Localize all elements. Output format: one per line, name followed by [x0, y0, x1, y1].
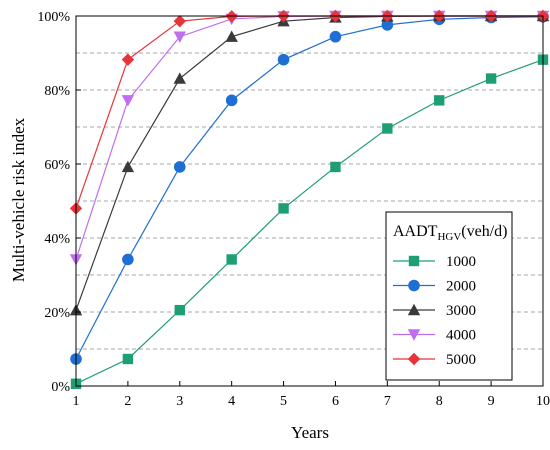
y-tick-label: 20% [44, 306, 70, 321]
x-tick-label: 6 [332, 394, 339, 409]
y-tick-label: 40% [44, 232, 70, 247]
legend-marker [408, 255, 420, 267]
y-axis-title: Multi-vehicle risk index [9, 117, 28, 282]
data-point [225, 30, 238, 42]
x-tick-label: 7 [384, 394, 391, 409]
data-point [173, 14, 186, 28]
data-point [173, 31, 186, 43]
y-tick-label: 60% [44, 158, 70, 173]
axes: 0% 20% 40% 60% 80% 100% 1 2 3 4 5 6 7 8 9 10 [37, 10, 550, 409]
data-point [173, 161, 186, 173]
legend-marker [408, 279, 420, 292]
data-point [173, 72, 186, 84]
data-point [122, 353, 134, 365]
x-tick-label: 5 [280, 394, 287, 409]
x-axis-title: Years [291, 423, 329, 442]
legend-entry: 1000 [393, 254, 476, 270]
legend-box [385, 211, 513, 381]
data-point [434, 95, 445, 106]
legend-title: AADTHGV(veh/d) [393, 223, 507, 243]
x-tick-label: 4 [228, 394, 235, 409]
series-5000 [69, 9, 550, 215]
data-point [278, 203, 289, 214]
legend-entries: 1000 2000 3000 4000 5000 [393, 254, 476, 368]
data-point [382, 123, 393, 134]
data-point [485, 73, 497, 84]
data-point [122, 253, 134, 266]
x-tick-label: 1 [73, 394, 80, 409]
data-point [226, 254, 237, 265]
data-point [277, 53, 290, 66]
series-line [75, 16, 544, 360]
data-point [121, 95, 135, 107]
x-tick-label: 9 [488, 394, 495, 409]
legend-label: 1000 [446, 254, 476, 270]
legend-entry: 3000 [393, 303, 476, 319]
x-tick-label: 8 [436, 394, 443, 409]
legend-entry: 4000 [393, 328, 476, 344]
data-point [329, 30, 342, 43]
series-line [75, 15, 543, 209]
legend-label: 3000 [446, 303, 476, 319]
legend-entry: 2000 [393, 279, 476, 295]
data-point [121, 53, 135, 66]
grid-lines [76, 52, 543, 350]
legend: AADTHGV(veh/d) 1000 2000 3000 4000 5000 [385, 211, 513, 381]
series-2000 [70, 10, 549, 365]
y-tick-label: 100% [37, 10, 70, 25]
legend-marker [407, 329, 421, 341]
data-point [381, 19, 394, 31]
plot-frame [75, 15, 544, 387]
data-point [121, 160, 135, 173]
data-point [225, 94, 238, 107]
legend-label: 5000 [446, 352, 476, 368]
legend-marker [407, 303, 421, 316]
x-tick-label: 10 [536, 394, 550, 409]
x-tick-label: 2 [124, 394, 131, 409]
y-tick-label: 0% [51, 380, 70, 395]
legend-label: 4000 [446, 328, 476, 344]
legend-entry: 5000 [393, 352, 476, 368]
y-tick-label: 80% [44, 84, 70, 99]
data-point [174, 304, 185, 316]
legend-marker [407, 352, 421, 366]
data-point [330, 161, 341, 173]
legend-label: 2000 [446, 279, 476, 295]
series-line [75, 59, 544, 385]
x-tick-label: 3 [176, 394, 183, 409]
